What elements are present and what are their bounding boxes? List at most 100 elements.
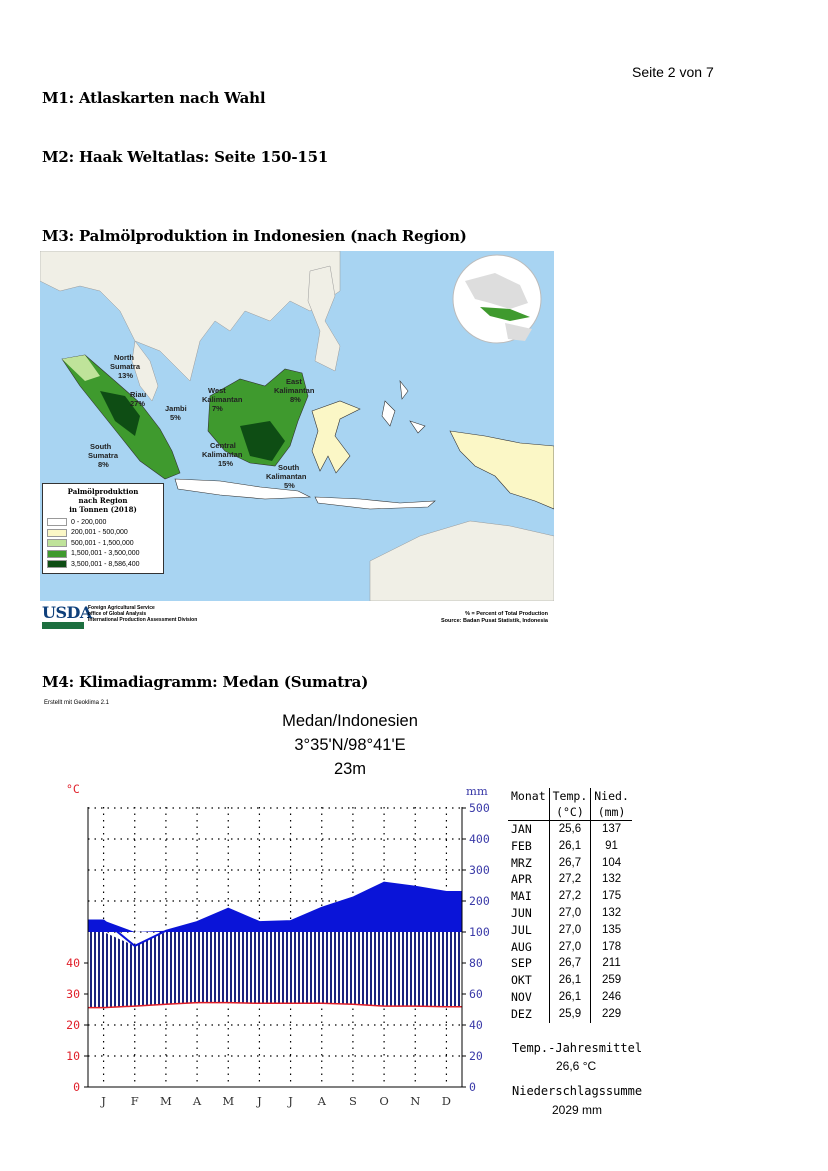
label-south-sumatra-2: Sumatra — [88, 451, 119, 460]
month-label: O — [379, 1094, 388, 1108]
label-west-kalimantan-3: 7% — [212, 404, 223, 413]
heading-m1: M1: Atlaskarten nach Wahl — [42, 89, 266, 107]
month-label: M — [222, 1094, 234, 1108]
month-cell: APR — [511, 872, 532, 887]
legend-label: 200,001 - 500,000 — [71, 529, 128, 537]
temp-tick-label: 30 — [66, 987, 80, 1001]
java — [174, 478, 312, 500]
heading-m2: M2: Haak Weltatlas: Seite 150-151 — [42, 148, 329, 166]
legend-title-line: Palmölproduktion — [67, 487, 139, 496]
climate-row: OKT 26,1 259 — [508, 972, 632, 989]
map-source: % = Percent of Total Production Source: … — [441, 611, 548, 625]
central-kalimantan-region — [240, 421, 285, 461]
climate-elevation: 23m — [333, 760, 367, 778]
globe-australia — [505, 323, 532, 341]
temp-tick-label: 40 — [66, 956, 80, 970]
label-jambi-2: 5% — [170, 413, 181, 422]
temp-cell: 26,1 — [548, 837, 591, 855]
precip-sum-label: Niederschlagssumme — [512, 1084, 643, 1098]
temp-cell: 26,7 — [548, 955, 591, 973]
temp-tick-label: 0 — [73, 1080, 80, 1094]
temp-cell: 27,2 — [548, 871, 591, 889]
precip-tick-label: 80 — [469, 956, 483, 970]
sulawesi — [311, 400, 361, 474]
legend-item: 200,001 - 500,000 — [47, 528, 159, 539]
page-number: Seite 2 von 7 — [632, 64, 714, 80]
temp-unit: °C — [66, 782, 80, 796]
precip-cell: 259 — [590, 972, 632, 989]
label-south-kalimantan-3: 5% — [284, 481, 295, 490]
legend-swatch — [47, 528, 67, 537]
col-precip-unit: (mm) — [590, 804, 632, 821]
legend-item: 3,500,001 - 8,586,400 — [47, 559, 159, 570]
month-label: F — [131, 1094, 139, 1108]
mainland — [40, 251, 341, 382]
label-east-kalimantan-3: 8% — [290, 395, 301, 404]
precip-tick-label: 60 — [469, 987, 483, 1001]
precip-tick-label: 100 — [469, 925, 490, 939]
climate-marks — [88, 881, 462, 1009]
climate-table: Monat Temp. Nied. (°C) (mm) JAN 25,6 137 FE… — [508, 788, 632, 1023]
month-cell: NOV — [511, 989, 532, 1004]
climate-row: NOV 26,1 246 — [508, 988, 632, 1006]
label-north-sumatra-1: North — [114, 353, 134, 362]
precip-cell: 104 — [590, 854, 632, 872]
palm-oil-map: North Sumatra 13% Riau 27% Jambi 5% Sout… — [40, 251, 554, 631]
legend-title: Palmölproduktion nach Region in Tonnen (… — [47, 487, 159, 514]
precip-cell: 132 — [590, 904, 632, 922]
precip-tick-label: 500 — [469, 801, 490, 815]
precip-cell: 132 — [590, 871, 632, 889]
malay-peninsula — [131, 340, 159, 402]
legend-label: 1,500,001 - 3,500,000 — [71, 550, 140, 558]
temp-cell: 25,6 — [548, 819, 591, 838]
label-central-kalimantan-2: Kalimantan — [202, 450, 243, 459]
temp-cell: 27,0 — [548, 904, 591, 922]
legend-swatch — [47, 539, 67, 548]
maluku — [381, 380, 426, 434]
aceh-region — [62, 355, 100, 381]
col-month-unit — [508, 804, 549, 821]
label-east-kalimantan-2: Kalimantan — [274, 386, 315, 395]
precip-unit: mm — [466, 784, 488, 798]
climate-row: JUL 27,0 135 — [508, 921, 632, 939]
globe-indonesia — [480, 307, 530, 321]
month-cell: DEZ — [511, 1006, 532, 1021]
month-cell: SEP — [511, 956, 532, 971]
climate-grid — [88, 807, 462, 1087]
temp-cell: 26,1 — [548, 988, 591, 1006]
temp-cell: 27,2 — [548, 888, 591, 905]
label-north-sumatra-2: Sumatra — [110, 362, 141, 371]
temp-cell: 25,9 — [548, 1005, 591, 1023]
climate-row: MRZ 26,7 104 — [508, 854, 632, 872]
usda-logo: USDA — [42, 603, 92, 622]
month-cell: JAN — [508, 819, 550, 838]
year-mean-label: Temp.-Jahresmittel — [512, 1041, 643, 1055]
temp-tick-label: 20 — [66, 1018, 80, 1032]
precip-tick-label: 400 — [469, 832, 490, 846]
month-cell: JUN — [511, 905, 532, 920]
month-label: M — [160, 1094, 172, 1108]
col-precip: Nied. — [590, 788, 632, 804]
precip-tick-label: 300 — [469, 863, 490, 877]
precip-cell: 229 — [590, 1005, 632, 1023]
lesser-sunda — [314, 496, 436, 510]
heading-m4: M4: Klimadiagramm: Medan (Sumatra) — [42, 673, 369, 691]
climate-row: DEZ 25,9 229 — [508, 1005, 632, 1023]
month-label: D — [442, 1094, 451, 1108]
precip-tick-label: 20 — [469, 1049, 483, 1063]
label-riau-2: 27% — [130, 399, 145, 408]
label-south-sumatra-1: South — [90, 442, 112, 451]
month-label: J — [287, 1094, 293, 1108]
month-label: N — [410, 1094, 420, 1108]
globe-land — [465, 273, 528, 309]
precip-cell: 211 — [590, 955, 632, 973]
label-west-kalimantan-2: Kalimantan — [202, 395, 243, 404]
month-label: J — [256, 1094, 262, 1108]
legend-label: 500,001 - 1,500,000 — [71, 539, 134, 547]
precip-cell: 178 — [590, 938, 632, 956]
label-south-kalimantan-2: Kalimantan — [266, 472, 307, 481]
month-label: A — [317, 1094, 327, 1108]
month-cell: JUL — [511, 922, 532, 937]
